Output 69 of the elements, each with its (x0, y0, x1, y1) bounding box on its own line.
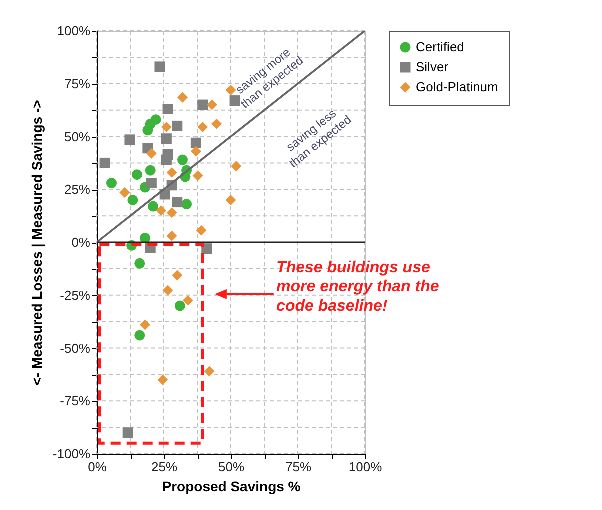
point (146, 178, 157, 189)
point (154, 62, 166, 72)
point (134, 330, 146, 341)
point (182, 199, 192, 210)
x-tick-label: 50% (218, 460, 245, 474)
x-tick-label: 25% (151, 460, 178, 474)
annotation: These buildings use more energy than the code baseline! (276, 259, 440, 315)
point (140, 233, 150, 244)
y-tick-label: -75% (60, 394, 91, 409)
point (231, 161, 242, 172)
x-tick-label: 0% (88, 460, 108, 474)
point (161, 134, 172, 144)
point (212, 118, 222, 130)
point (174, 300, 186, 312)
point (192, 170, 204, 182)
y-tick-label: -100% (52, 446, 91, 462)
point (172, 270, 183, 281)
point (226, 194, 236, 206)
y-tick-label: 100% (57, 24, 91, 38)
point (226, 84, 236, 96)
x-axis-title: Proposed Savings % (162, 478, 302, 494)
point (196, 225, 207, 236)
point (166, 208, 178, 218)
point (145, 165, 156, 176)
point (190, 146, 202, 157)
y-tick-label: 25% (64, 182, 91, 198)
point (158, 374, 168, 386)
point (134, 258, 146, 269)
point (150, 114, 162, 126)
point (190, 138, 202, 148)
point (122, 428, 134, 438)
point (230, 96, 240, 106)
point (172, 197, 183, 208)
point (206, 100, 218, 110)
legend-label: Silver (416, 60, 450, 74)
point (148, 201, 159, 212)
point (140, 320, 150, 330)
point (204, 366, 215, 377)
point (120, 188, 130, 198)
point (166, 167, 178, 178)
y-tick-label: 0% (72, 235, 91, 250)
legend-label: Gold-Platinum (416, 80, 498, 94)
point (182, 295, 194, 306)
point (198, 100, 208, 110)
point (156, 206, 167, 216)
point (132, 170, 142, 180)
point (100, 158, 110, 168)
point (172, 120, 183, 132)
point (146, 148, 157, 159)
x-tick-label: 75% (285, 460, 312, 474)
y-axis-title: <- Measured Losses | Measured Savings -> (28, 100, 46, 386)
legend-label: Certified (416, 40, 464, 54)
point (128, 194, 138, 206)
point (142, 125, 154, 136)
point (178, 154, 188, 166)
y-tick-label: -25% (60, 288, 91, 303)
point (124, 134, 136, 146)
point (162, 285, 174, 296)
y-tick-label: 50% (64, 129, 91, 144)
point (161, 122, 172, 132)
point (161, 154, 172, 166)
x-tick-label: 100% (348, 460, 383, 474)
point (162, 104, 174, 114)
y-tick-label: 75% (64, 76, 91, 92)
y-tick-label: -50% (60, 340, 91, 356)
point (198, 122, 208, 132)
point (106, 178, 117, 189)
point (166, 230, 178, 242)
point (178, 92, 188, 103)
